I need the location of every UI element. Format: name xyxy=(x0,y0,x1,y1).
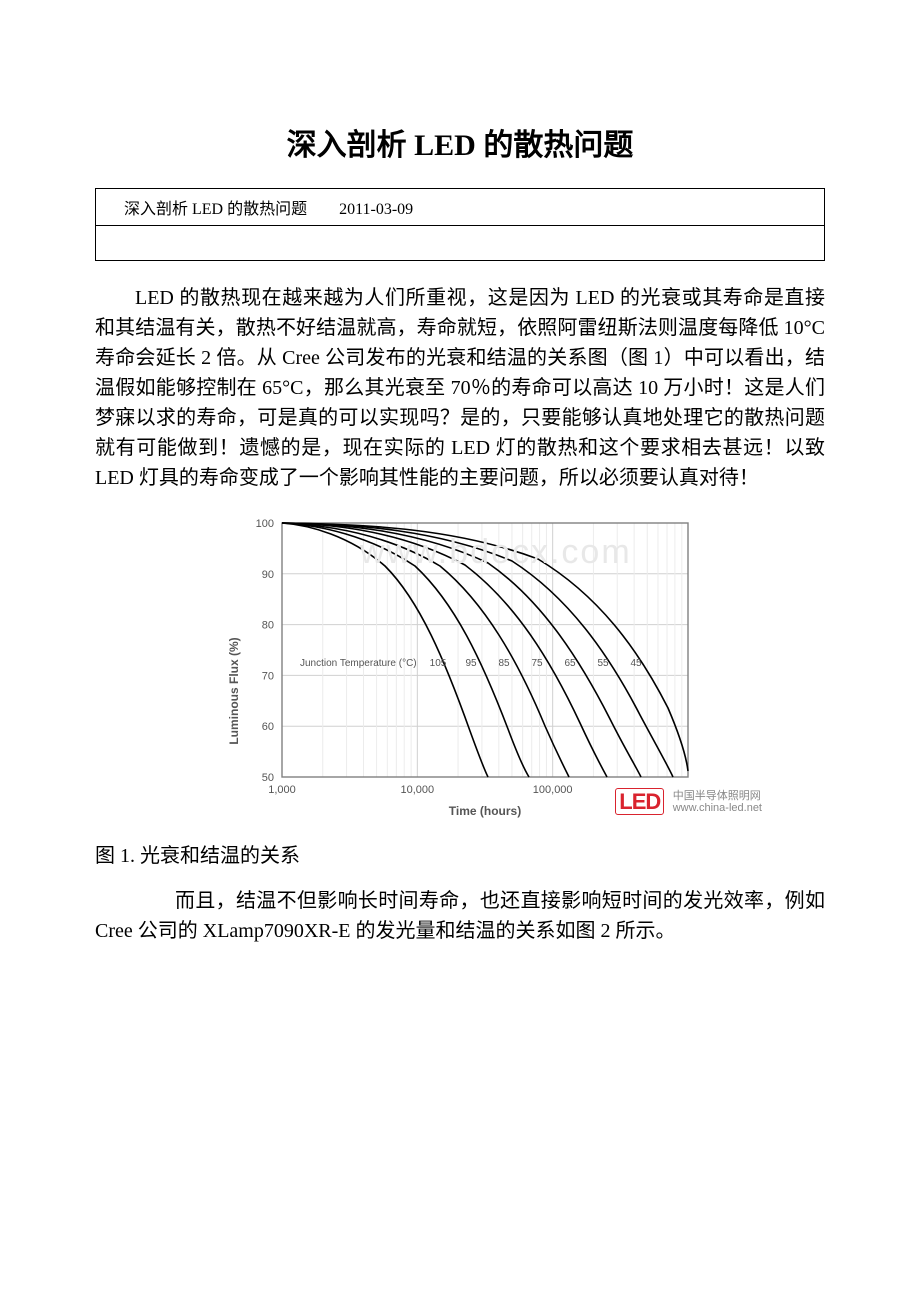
svg-text:90: 90 xyxy=(262,569,274,581)
chart-source-logo: LED 中国半导体照明网 www.china-led.net xyxy=(615,789,762,815)
paragraph-1: LED 的散热现在越来越为人们所重视，这是因为 LED 的光衰或其寿命是直接和其… xyxy=(95,283,825,493)
svg-text:85: 85 xyxy=(498,658,510,669)
logo-cn: 中国半导体照明网 xyxy=(673,790,762,802)
svg-text:60: 60 xyxy=(262,721,274,733)
luminous-flux-chart: 50 60 70 80 90 100 1,000 10,000 100,000 Junctio… xyxy=(220,511,700,821)
body-text: LED 的散热现在越来越为人们所重视，这是因为 LED 的光衰或其寿命是直接和其… xyxy=(95,283,825,493)
figure-1-caption: 图 1. 光衰和结温的关系 xyxy=(95,839,825,868)
svg-text:65: 65 xyxy=(564,658,576,669)
paragraph-2: 而且，结温不但影响长时间寿命，也还直接影响短时间的发光效率，例如 Cree 公司… xyxy=(95,886,825,946)
svg-text:75: 75 xyxy=(531,658,543,669)
document-page: 深入剖析 LED 的散热问题 深入剖析 LED 的散热问题 2011-03-09… xyxy=(0,0,920,1016)
meta-date: 2011-03-09 xyxy=(339,201,413,218)
svg-text:100,000: 100,000 xyxy=(533,784,573,796)
svg-text:45: 45 xyxy=(630,658,642,669)
svg-text:80: 80 xyxy=(262,620,274,632)
body-text-2: 而且，结温不但影响长时间寿命，也还直接影响短时间的发光效率，例如 Cree 公司… xyxy=(95,886,825,946)
page-title: 深入剖析 LED 的散热问题 xyxy=(95,120,825,164)
meta-table: 深入剖析 LED 的散热问题 2011-03-09 xyxy=(95,188,825,261)
logo-brand: LED xyxy=(615,788,664,815)
svg-text:70: 70 xyxy=(262,670,274,682)
svg-text:55: 55 xyxy=(597,658,609,669)
meta-empty-row xyxy=(96,226,825,261)
svg-text:Luminous Flux (%): Luminous Flux (%) xyxy=(227,637,241,744)
svg-text:Time (hours): Time (hours) xyxy=(449,804,521,818)
meta-row: 深入剖析 LED 的散热问题 2011-03-09 xyxy=(96,189,825,226)
svg-text:1,000: 1,000 xyxy=(268,784,296,796)
meta-label: 深入剖析 LED 的散热问题 xyxy=(124,201,307,218)
svg-text:50: 50 xyxy=(262,772,274,784)
svg-text:100: 100 xyxy=(256,518,274,530)
svg-text:Junction Temperature (°C): Junction Temperature (°C) xyxy=(300,658,417,669)
svg-text:10,000: 10,000 xyxy=(401,784,435,796)
svg-text:105: 105 xyxy=(430,658,447,669)
logo-url: www.china-led.net xyxy=(673,802,762,814)
chart-figure-1: www.bdocx.com 5060708090100 1,00010,0001… xyxy=(220,511,700,821)
svg-text:95: 95 xyxy=(465,658,477,669)
